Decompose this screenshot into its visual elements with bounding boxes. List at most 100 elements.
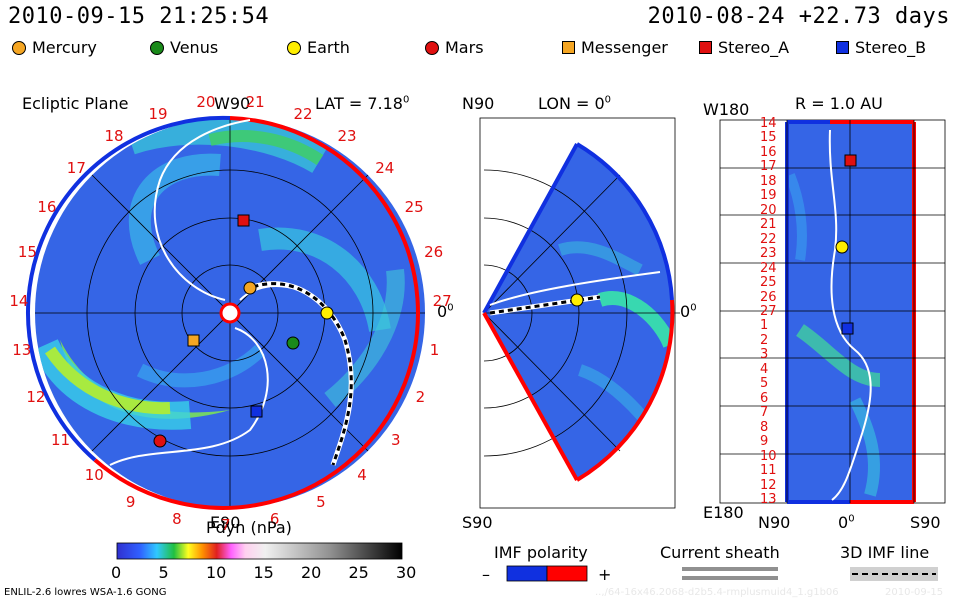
imf-line — [244, 282, 353, 466]
ecliptic-tick-label: 13 — [12, 340, 32, 359]
radial-panel — [719, 119, 946, 504]
meridional-edge-south — [482, 312, 579, 481]
ecliptic-tick-label: 12 — [26, 387, 46, 406]
ecliptic-tick-label: 21 — [245, 93, 265, 112]
lat-value: LAT = 7.18 — [315, 94, 403, 113]
sheath-legend-line-1 — [682, 567, 778, 571]
meridional-edge-north — [482, 143, 579, 314]
ecliptic-tick-label: 11 — [50, 430, 71, 449]
radial-tick-label: 4 — [760, 361, 769, 377]
lat-label: LAT = 7.180 — [315, 94, 409, 113]
ecliptic-tick-label: 24 — [375, 158, 395, 177]
ecliptic-tick-label: 5 — [316, 493, 326, 512]
sun-icon — [219, 302, 241, 324]
radial-tick-label: 26 — [760, 289, 777, 305]
radial-stereo-b-marker — [841, 322, 854, 335]
ecliptic-tick-label: 25 — [404, 198, 424, 216]
ecliptic-tick-label: 2 — [415, 387, 426, 406]
colorbar-tick-label: 25 — [348, 563, 369, 582]
radial-tick-label: 24 — [760, 260, 777, 276]
radial-tick-label: 11 — [760, 463, 777, 479]
legend-stereo-b: Stereo_B — [836, 38, 926, 57]
radial-tick-label: 15 — [760, 130, 777, 146]
ecliptic-panel — [26, 115, 425, 510]
radial-current-sheath — [828, 129, 872, 501]
earth-marker — [320, 306, 334, 320]
radial-tick-label: 20 — [760, 202, 777, 218]
imf-negative-swatch — [506, 565, 548, 582]
imf-plus-label: + — [598, 565, 612, 584]
radial-tick-label: 25 — [760, 275, 777, 291]
ecliptic-right-value: 0 — [437, 302, 448, 321]
ecliptic-title: Ecliptic Plane — [22, 94, 129, 113]
ecliptic-right-label: 00 — [437, 302, 454, 321]
messenger-marker — [187, 334, 200, 347]
ecliptic-tick-label: 18 — [104, 126, 124, 145]
radial-bottom-0: 00 — [838, 513, 855, 532]
radial-tick-label: 16 — [760, 144, 777, 160]
radial-tick-label: 9 — [760, 434, 769, 450]
datetime-label: 2010-09-15 21:25:54 — [8, 4, 270, 29]
lon-value: LON = 0 — [538, 94, 605, 113]
meridional-bottom-label: S90 — [462, 513, 493, 532]
radial-bottom-left: E180 — [703, 503, 744, 522]
radial-tick-label: 22 — [760, 231, 777, 247]
ecliptic-bottom-label: E90 — [210, 513, 241, 532]
radial-tick-label: 8 — [760, 419, 769, 435]
legend-label: Earth — [307, 38, 350, 57]
imf-positive-swatch — [546, 565, 588, 582]
legend-label: Mercury — [32, 38, 97, 57]
radial-bottom-0-degree: 0 — [848, 513, 855, 525]
ecliptic-tick-label: 19 — [148, 104, 168, 123]
radial-background — [787, 122, 914, 502]
legend-label: Stereo_A — [718, 38, 790, 57]
radial-tick-label: 10 — [760, 448, 777, 464]
radial-tick-label: 13 — [760, 492, 777, 507]
stereo-b-marker — [250, 405, 263, 418]
meridional-right-label: 00 — [680, 302, 697, 321]
sheath-legend-line-2 — [682, 576, 778, 580]
legend-mars: Mars — [425, 38, 484, 57]
ecliptic-density-field — [35, 118, 405, 430]
radial-tick-label: 1 — [760, 318, 769, 334]
radial-tick-label: 7 — [760, 405, 769, 421]
colorbar-tick-label: 10 — [206, 563, 227, 582]
radial-title: R = 1.0 AU — [795, 94, 883, 113]
legend-label: Mars — [445, 38, 484, 57]
run-id-label: ..,/64-16x46.2068-d2b5.4-rmplusmuid4_1.g… — [595, 587, 839, 598]
ecliptic-tick-label: 1 — [429, 340, 440, 359]
ecliptic-tick-label: 16 — [37, 198, 57, 216]
colorbar-tick-label: 0 — [111, 563, 122, 582]
mars-icon — [425, 40, 439, 55]
ecliptic-tick-label: 22 — [293, 104, 313, 123]
reference-label: 2010-08-24 +22.73 days — [647, 4, 950, 29]
ecliptic-rim-negative — [26, 115, 231, 462]
imf-line-title: 3D IMF line — [840, 543, 930, 562]
legend-earth: Earth — [287, 38, 350, 57]
ecliptic-tick-label: 8 — [172, 510, 182, 529]
footer-date: 2010-09-15 — [885, 587, 944, 598]
ecliptic-tick-label: 20 — [196, 93, 216, 112]
stereo-b-icon — [836, 41, 849, 54]
ecliptic-tick-label: 6 — [269, 510, 280, 529]
radial-earth-marker — [835, 240, 849, 254]
radial-tick-label: 17 — [760, 159, 777, 175]
imf-minus-label: – — [482, 565, 490, 584]
lon-degree: 0 — [604, 94, 612, 106]
colorbar-tick-label: 5 — [158, 563, 169, 582]
radial-tick-label: 27 — [760, 304, 777, 319]
mercury-icon — [12, 40, 26, 55]
legend-venus: Venus — [150, 38, 218, 57]
model-label: ENLIL-2.6 lowres WSA-1.6 GONG — [4, 587, 167, 598]
imf-polarity-title: IMF polarity — [494, 543, 588, 562]
colorbar-tick-label: 20 — [301, 563, 322, 582]
colorbar — [116, 542, 403, 560]
ecliptic-tick-label: 27 — [432, 291, 452, 310]
radial-bottom-n: N90 — [758, 513, 791, 532]
ecliptic-tick-label: 9 — [125, 493, 136, 512]
ecliptic-tick-label: 14 — [9, 291, 29, 310]
radial-tick-label: 2 — [760, 332, 769, 348]
ecliptic-tick-label: 10 — [84, 466, 104, 485]
radial-tick-label: 23 — [760, 246, 777, 262]
